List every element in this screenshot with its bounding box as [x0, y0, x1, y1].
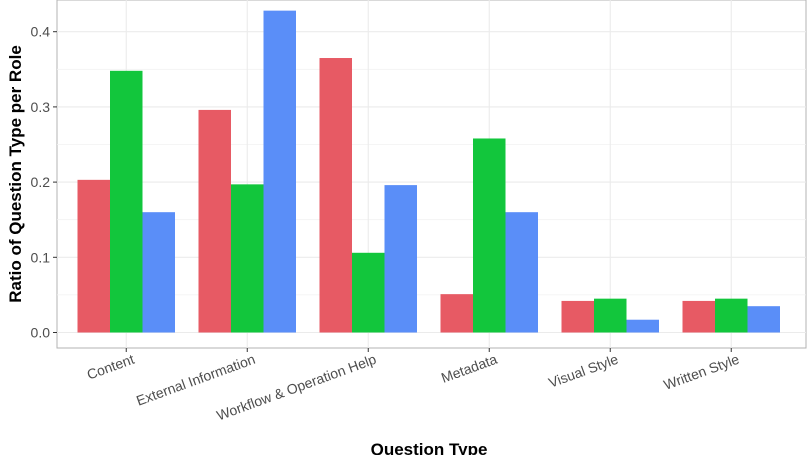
y-tick-label: 0.3: [31, 99, 51, 115]
bar: [594, 298, 627, 333]
panel-background: [56, 0, 807, 349]
bar: [319, 58, 352, 333]
x-tick-label: Written Style: [661, 351, 741, 393]
bar: [231, 184, 264, 333]
bar: [747, 306, 780, 333]
x-tick-label: Visual Style: [546, 351, 620, 391]
y-axis-title: Ratio of Question Type per Role: [6, 45, 25, 303]
y-tick-label: 0.0: [31, 325, 51, 341]
bars: [77, 10, 780, 333]
bar: [561, 300, 594, 333]
bar: [110, 70, 143, 333]
x-axis-title: Question Type: [371, 440, 488, 455]
x-tick-label: Metadata: [439, 351, 500, 386]
y-tick-label: 0.4: [31, 24, 51, 40]
bar: [626, 319, 659, 333]
bar: [715, 298, 748, 333]
bar: [384, 185, 417, 333]
bar: [263, 10, 296, 333]
bar: [198, 109, 231, 333]
bar: [352, 252, 385, 333]
y-tick-label: 0.1: [31, 249, 51, 265]
bar: [505, 212, 538, 333]
bar: [142, 212, 175, 333]
bar: [473, 138, 506, 333]
bar: [682, 300, 715, 333]
y-tick-label: 0.2: [31, 174, 51, 190]
bar: [440, 294, 473, 333]
bar: [77, 179, 110, 333]
y-tick-labels: 0.0 0.1 0.2 0.3 0.4: [31, 24, 57, 341]
x-tick-label: Content: [85, 351, 137, 383]
